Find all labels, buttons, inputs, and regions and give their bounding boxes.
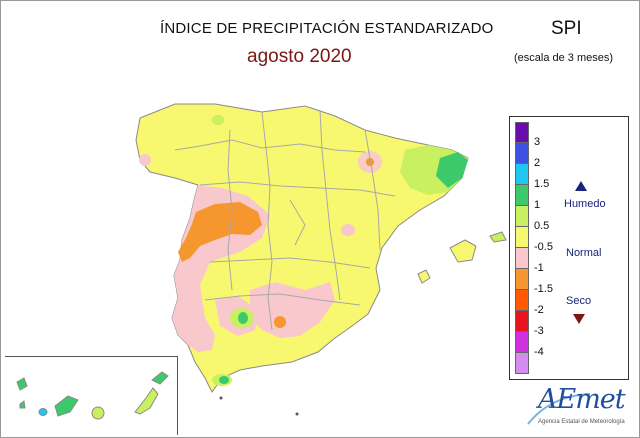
very-dry-spot-south: [274, 316, 286, 328]
legend-swatch: [515, 353, 529, 374]
legend-swatch: [515, 290, 529, 311]
legend-threshold-label: 1.5: [534, 178, 550, 190]
dry-spot-coast: [139, 154, 151, 166]
legend-threshold-label: -0.5: [534, 241, 553, 253]
melilla: [295, 412, 299, 416]
dry-arrow-icon: [573, 314, 585, 324]
legend-swatch: [515, 185, 529, 206]
dry-spot-east: [341, 224, 355, 236]
legend-threshold-label: -4: [534, 346, 544, 358]
legend-swatch: [515, 311, 529, 332]
island-ibiza: [417, 269, 431, 284]
aemet-logo: AEmet Agencia Estatal de Meteorología: [520, 384, 632, 432]
legend-normal-label: Normal: [566, 247, 602, 259]
map-title: ÍNDICE DE PRECIPITACIÓN ESTANDARIZADO: [160, 20, 494, 37]
legend-swatch: [515, 164, 529, 185]
legend-swatch: [515, 122, 529, 143]
legend-threshold-label: 0.5: [534, 220, 550, 232]
wet-spot-north: [212, 115, 224, 125]
logo-agency: Agencia Estatal de Meteorología: [538, 419, 625, 425]
legend-swatch: [515, 248, 529, 269]
logo-swoosh-icon: [527, 393, 591, 425]
island-mallorca: [449, 239, 477, 263]
very-wet-area-northeast: [436, 152, 468, 188]
canary-islands: [16, 371, 169, 420]
legend-swatch: [515, 332, 529, 353]
legend-swatch: [515, 206, 529, 227]
legend: Humedo Normal Seco 3 2 1.5 1 0.5 -0.5 -1 -1.5 -2…: [509, 116, 629, 380]
legend-threshold-label: 2: [534, 157, 541, 169]
scale-note: (escala de 3 meses): [514, 52, 614, 64]
legend-swatch: [515, 269, 529, 290]
island-menorca: [489, 231, 507, 243]
index-name: SPI: [551, 18, 582, 39]
legend-wet-label: Humedo: [564, 198, 606, 210]
legend-threshold-label: 1: [534, 199, 541, 211]
legend-threshold-label: -2: [534, 304, 544, 316]
legend-threshold-label: -1.5: [534, 283, 553, 295]
very-wet-spot-south: [238, 312, 248, 324]
legend-dry-label: Seco: [566, 295, 592, 307]
legend-threshold-label: -1: [534, 262, 544, 274]
canary-inset-frame: [5, 356, 178, 435]
legend-threshold-label: 3: [534, 136, 541, 148]
logo-brand: AEmet: [538, 384, 626, 415]
legend-swatch: [515, 227, 529, 248]
legend-swatch: [515, 143, 529, 164]
ceuta: [219, 396, 223, 400]
map-period: agosto 2020: [247, 46, 352, 67]
legend-threshold-label: -3: [534, 325, 544, 337]
very-dry-area-west: [178, 202, 262, 262]
legend-color-bar: [515, 122, 529, 374]
wet-arrow-icon: [575, 181, 587, 191]
province-boundaries: [174, 109, 396, 331]
